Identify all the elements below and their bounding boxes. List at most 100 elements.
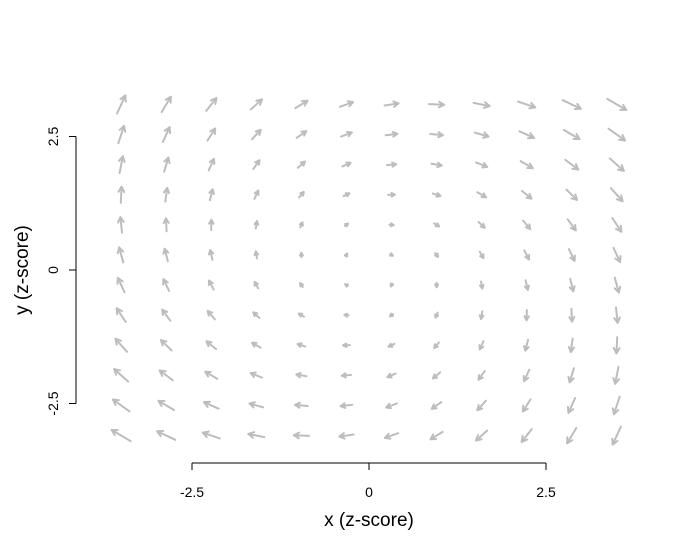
vector-arrow	[565, 188, 579, 201]
vector-arrow	[383, 100, 400, 108]
vector-arrow	[476, 191, 487, 199]
vector-arrow	[386, 372, 397, 379]
vector-arrow	[156, 429, 177, 441]
vector-arrow	[387, 191, 396, 198]
vector-arrow	[611, 395, 621, 416]
vector-arrow	[561, 99, 582, 111]
vector-arrow	[298, 190, 305, 199]
vector-arrow	[385, 161, 398, 168]
vector-arrow	[567, 248, 576, 262]
vector-arrow	[162, 278, 171, 292]
vector-arrow	[203, 400, 220, 410]
vector-arrow	[383, 432, 400, 440]
vector-arrow	[434, 252, 439, 258]
vector-arrow	[338, 432, 355, 440]
vector-arrow	[253, 280, 260, 290]
vector-arrow	[117, 216, 125, 234]
vector-arrow	[163, 156, 171, 173]
vector-arrow	[431, 371, 442, 380]
vector-arrow	[566, 218, 577, 232]
vector-arrow	[205, 340, 218, 351]
x-axis-ticks: -2.5 0 2.5	[180, 463, 556, 500]
vector-arrow	[251, 341, 262, 349]
y-axis-ticks: -2.5 0 2.5	[45, 127, 76, 416]
vector-arrow	[292, 431, 310, 440]
y-tick-label: 2.5	[45, 127, 61, 147]
vector-arrow	[116, 246, 125, 264]
vector-arrow	[341, 161, 352, 168]
vector-arrow	[342, 192, 351, 198]
vector-arrow	[252, 159, 261, 171]
vector-arrow	[610, 187, 624, 203]
vector-arrow	[477, 369, 486, 381]
vector-arrow	[434, 281, 440, 289]
vector-arrow	[429, 430, 444, 441]
x-axis-title: x (z-score)	[324, 510, 414, 531]
vector-arrow	[612, 365, 620, 385]
vector-arrow	[161, 308, 172, 322]
vector-arrow	[338, 100, 355, 108]
vector-arrow	[387, 342, 396, 348]
vector-arrow	[296, 342, 307, 348]
vector-arrow	[207, 279, 215, 291]
vector-arrow	[159, 339, 173, 352]
vector-arrow	[385, 402, 398, 410]
vector-arrow	[117, 185, 126, 204]
vector-arrow	[432, 222, 441, 228]
vector-arrow	[160, 95, 172, 114]
vector-arrow	[522, 368, 531, 383]
vector-arrow	[249, 98, 263, 111]
vector-arrow	[247, 431, 266, 439]
vector-arrow	[111, 398, 131, 413]
vector-arrow	[298, 251, 304, 259]
vector-arrow	[207, 249, 215, 261]
vector-arrow	[297, 312, 306, 318]
vector-arrow	[116, 276, 126, 294]
vector-arrow	[477, 220, 486, 229]
vector-arrow	[566, 397, 577, 414]
vector-arrow	[473, 131, 490, 139]
vector-arrow	[253, 189, 260, 200]
vector-arrow	[389, 252, 394, 257]
x-tick-label: 2.5	[536, 484, 556, 500]
vector-arrow	[340, 372, 353, 379]
vector-arrow	[428, 100, 446, 109]
vector-arrow	[384, 131, 399, 138]
vector-arrows-group	[110, 94, 628, 446]
vector-arrow	[295, 130, 308, 139]
vector-arrow	[388, 222, 395, 228]
vector-arrow	[472, 101, 491, 109]
vector-arrow	[389, 282, 395, 288]
vector-arrow	[118, 155, 126, 175]
vector-arrow	[613, 306, 621, 324]
vector-arrow	[475, 429, 489, 442]
vector-arrow	[430, 161, 443, 169]
vector-arrow	[478, 310, 485, 320]
vector-arrow	[564, 158, 580, 171]
vector-arrow	[158, 369, 174, 382]
vector-arrow	[476, 399, 487, 412]
vector-arrow	[523, 249, 531, 261]
vector-arrow	[251, 128, 262, 141]
vector-arrow	[611, 425, 622, 446]
vector-arrow	[519, 160, 534, 170]
vector-arrow	[113, 368, 130, 383]
vector-arrow	[249, 371, 263, 379]
vector-arrow	[562, 128, 581, 141]
vector-arrow	[608, 157, 625, 172]
vector-arrow	[478, 340, 485, 351]
vector-arrow	[339, 402, 354, 409]
vector-arrow	[296, 160, 307, 169]
vector-arrow	[342, 342, 351, 349]
vector-arrow	[157, 399, 176, 412]
vector-arrow	[343, 252, 349, 258]
vector-arrow	[161, 126, 172, 143]
vector-arrow	[294, 401, 309, 409]
vector-arrow	[613, 276, 622, 294]
y-tick-label: 0	[45, 266, 61, 274]
vector-arrow	[201, 430, 221, 440]
vector-arrow	[566, 426, 578, 445]
vector-arrow	[206, 127, 217, 142]
